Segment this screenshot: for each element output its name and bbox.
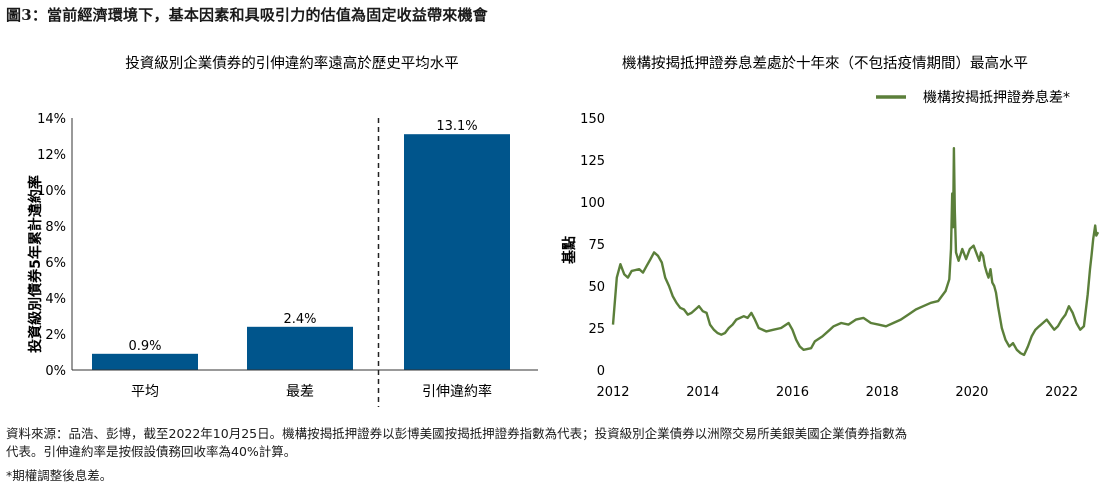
line-ytick-label: 100 xyxy=(580,196,605,211)
bar-ytick-label: 0% xyxy=(45,364,66,379)
line-ytick-label: 150 xyxy=(580,112,605,127)
bar-ytick-label: 6% xyxy=(45,256,66,271)
bar-chart-title: 投資級別企業債券的引伸違約率遠高於歷史平均水平 xyxy=(125,54,459,72)
legend-label: 機構按揭抵押證券息差* xyxy=(923,89,1070,106)
bar-1 xyxy=(92,353,198,370)
bar-chart: 投資級別企業債券的引伸違約率遠高於歷史平均水平 投資級別債券5年累計違約率 0%… xyxy=(27,54,538,407)
footnote-source-cont: 代表。引伸違約率是按假設債務回收率為40%計算。 xyxy=(6,444,297,459)
line-ytick-label: 75 xyxy=(588,238,605,253)
line-xtick-label: 2018 xyxy=(866,385,899,400)
line-chart: 機構按揭抵押證券息差處於十年來（不包括疫情期間）最高水平 機構按揭抵押證券息差*… xyxy=(561,55,1100,400)
bar-ytick-label: 4% xyxy=(45,292,66,307)
bar-data-label: 13.1% xyxy=(436,119,477,134)
line-ytick-label: 0 xyxy=(597,364,605,379)
bar-ytick-label: 14% xyxy=(37,112,66,127)
bar-2 xyxy=(247,326,353,370)
bar-3 xyxy=(404,134,510,370)
line-chart-ylabel: 基點 xyxy=(561,236,578,264)
line-ytick-label: 125 xyxy=(580,154,605,169)
line-xtick-label: 2012 xyxy=(596,385,629,400)
figure-title: 圖3：當前經濟環境下，基本因素和具吸引力的估值為固定收益帶來機會 xyxy=(6,6,488,24)
line-xtick-label: 2014 xyxy=(686,385,719,400)
bar-ytick-label: 8% xyxy=(45,220,66,235)
line-xtick-label: 2020 xyxy=(955,385,988,400)
bar-chart-ylabel: 投資級別債券5年累計違約率 xyxy=(27,175,44,353)
footnote-source: 資料來源：品浩、彭博，截至2022年10月25日。機構按揭抵押證券以彭博美國按揭… xyxy=(6,426,908,441)
line-chart-title: 機構按揭抵押證券息差處於十年來（不包括疫情期間）最高水平 xyxy=(622,55,1028,72)
line-ytick-label: 25 xyxy=(588,322,605,337)
line-ytick-label: 50 xyxy=(588,280,605,295)
bar-category-label: 引伸違約率 xyxy=(422,383,492,400)
bar-data-label: 0.9% xyxy=(128,339,161,354)
bar-ytick-label: 10% xyxy=(37,184,66,199)
mbs-spread-line xyxy=(611,147,1100,357)
bar-data-label: 2.4% xyxy=(283,312,316,327)
bar-category-label: 平均 xyxy=(131,384,159,400)
line-xtick-label: 2016 xyxy=(776,385,809,400)
footnote-note: *期權調整後息差。 xyxy=(6,468,113,483)
bar-category-label: 最差 xyxy=(286,384,314,400)
bar-ytick-label: 2% xyxy=(45,328,66,343)
line-xtick-label: 2022 xyxy=(1045,385,1078,400)
bar-ytick-label: 12% xyxy=(37,148,66,163)
